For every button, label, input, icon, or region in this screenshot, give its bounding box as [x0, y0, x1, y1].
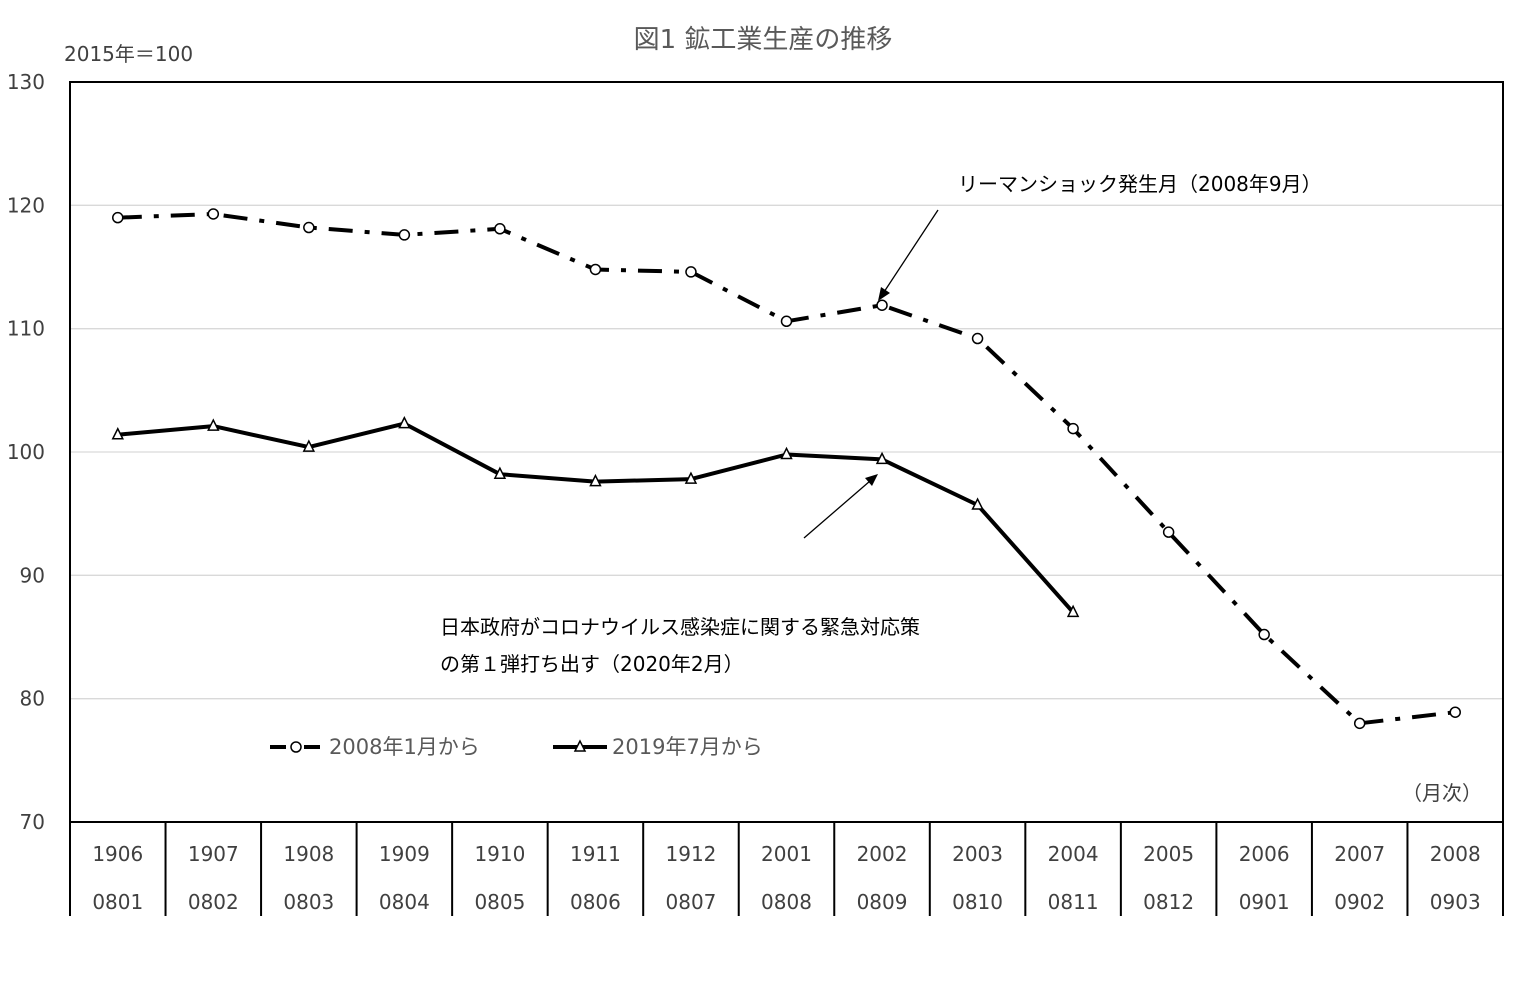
- x-tick-label-row2: 0802: [188, 890, 239, 914]
- x-tick-label-row1: 2004: [1048, 842, 1099, 866]
- x-tick-label-row1: 1907: [188, 842, 239, 866]
- data-point-circle: [303, 221, 315, 234]
- x-tick-label-row2: 0803: [283, 890, 334, 914]
- data-point-circle: [685, 266, 697, 278]
- x-tick-label-row1: 2008: [1430, 842, 1481, 866]
- x-tick-label-row1: 2003: [952, 842, 1003, 866]
- data-point-circle: [1067, 422, 1079, 435]
- legend-marker-triangle-icon: [573, 739, 587, 752]
- series-line-2008: [117, 212, 1456, 726]
- x-tick-label-row2: 0902: [1334, 890, 1385, 914]
- legend: 2008年1月から 2019年7月から: [270, 735, 763, 759]
- x-tick-label-row2: 0811: [1048, 890, 1099, 914]
- x-tick-label-row2: 0810: [952, 890, 1003, 914]
- data-point-triangle: [971, 497, 984, 510]
- legend-label-2008: 2008年1月から: [329, 735, 480, 759]
- data-point-circle: [1258, 628, 1270, 641]
- x-unit-label: （月次）: [1402, 781, 1482, 805]
- data-point-triangle: [302, 439, 316, 452]
- x-tick-label-row2: 0901: [1239, 890, 1290, 914]
- x-tick-label-row2: 0804: [379, 890, 430, 914]
- data-point-triangle: [493, 466, 507, 479]
- x-tick-label-row1: 1906: [92, 842, 143, 866]
- annotation-covid-arrow: [803, 480, 871, 539]
- y-unit-label: 2015年＝100: [64, 42, 193, 66]
- annotation-covid-line2: の第１弾打ち出す（2020年2月）: [440, 652, 744, 676]
- plot-area-border: [69, 81, 1504, 823]
- annotation-lehman: リーマンショック発生月（2008年9月）: [958, 172, 1322, 196]
- x-tick-label-row2: 0809: [857, 890, 908, 914]
- data-point-circle: [494, 223, 506, 235]
- x-tick-label-row1: 2001: [761, 842, 812, 866]
- data-point-triangle: [875, 451, 889, 465]
- x-tick-label-row1: 2006: [1239, 842, 1290, 866]
- x-tick-label-row1: 1911: [570, 842, 621, 866]
- legend-label-2019: 2019年7月から: [612, 735, 763, 759]
- data-point-triangle: [111, 427, 124, 440]
- data-point-circle: [876, 299, 888, 311]
- series-layer: [111, 208, 1461, 730]
- data-point-circle: [112, 211, 124, 224]
- y-tick-label: 70: [20, 810, 45, 834]
- x-tick-label-row2: 0808: [761, 890, 812, 914]
- data-point-triangle: [398, 415, 411, 429]
- annotation-covid-line1: 日本政府がコロナウイルス感染症に関する緊急対応策: [440, 615, 920, 639]
- data-point-triangle: [780, 446, 793, 460]
- x-tick-label-row1: 1910: [474, 842, 525, 866]
- y-axis-ticks: 70 80 90 100 110 120 130: [7, 70, 45, 834]
- data-point-triangle: [684, 471, 698, 484]
- data-point-circle: [398, 229, 411, 241]
- x-tick-label-row1: 1908: [283, 842, 334, 866]
- category-axis: 1906 1907 1908 1909 1910 1911 1912 2001 2002 2003…: [69, 822, 1504, 916]
- y-tick-label: 90: [20, 563, 45, 587]
- data-point-triangle: [1066, 604, 1080, 618]
- chart-title: 図1 鉱工業生産の推移: [634, 25, 893, 55]
- x-tick-label-row2: 0806: [570, 890, 621, 914]
- x-tick-label-row1: 2007: [1334, 842, 1385, 866]
- data-point-circle: [1353, 717, 1366, 730]
- data-point-circle: [1162, 526, 1175, 538]
- y-tick-label: 80: [20, 687, 45, 711]
- y-tick-label: 120: [7, 193, 45, 217]
- y-tick-label: 110: [7, 317, 45, 341]
- data-point-triangle: [207, 418, 220, 431]
- data-point-circle: [207, 208, 220, 220]
- y-tick-label: 130: [7, 70, 45, 94]
- x-tick-label-row2: 0812: [1143, 890, 1194, 914]
- x-tick-label-row2: 0801: [92, 890, 143, 914]
- data-point-circle: [1449, 706, 1461, 718]
- annotation-lehman-arrowhead: [878, 287, 890, 301]
- data-point-circle: [780, 315, 793, 328]
- x-tick-label-row1: 1912: [666, 842, 717, 866]
- data-point-circle: [971, 332, 984, 345]
- x-tick-label-row2: 0805: [474, 890, 525, 914]
- x-tick-label-row2: 0807: [666, 890, 717, 914]
- data-point-circle: [589, 263, 602, 276]
- annotation-lehman-arrow: [883, 209, 939, 293]
- x-tick-label-row1: 2005: [1143, 842, 1194, 866]
- data-point-triangle: [589, 473, 602, 487]
- y-tick-label: 100: [7, 440, 45, 464]
- x-tick-label-row2: 0903: [1430, 890, 1481, 914]
- x-tick-label-row1: 1909: [379, 842, 430, 866]
- legend-marker-circle-icon: [290, 741, 302, 753]
- x-tick-label-row1: 2002: [857, 842, 908, 866]
- annotation-covid-arrowhead: [865, 474, 878, 486]
